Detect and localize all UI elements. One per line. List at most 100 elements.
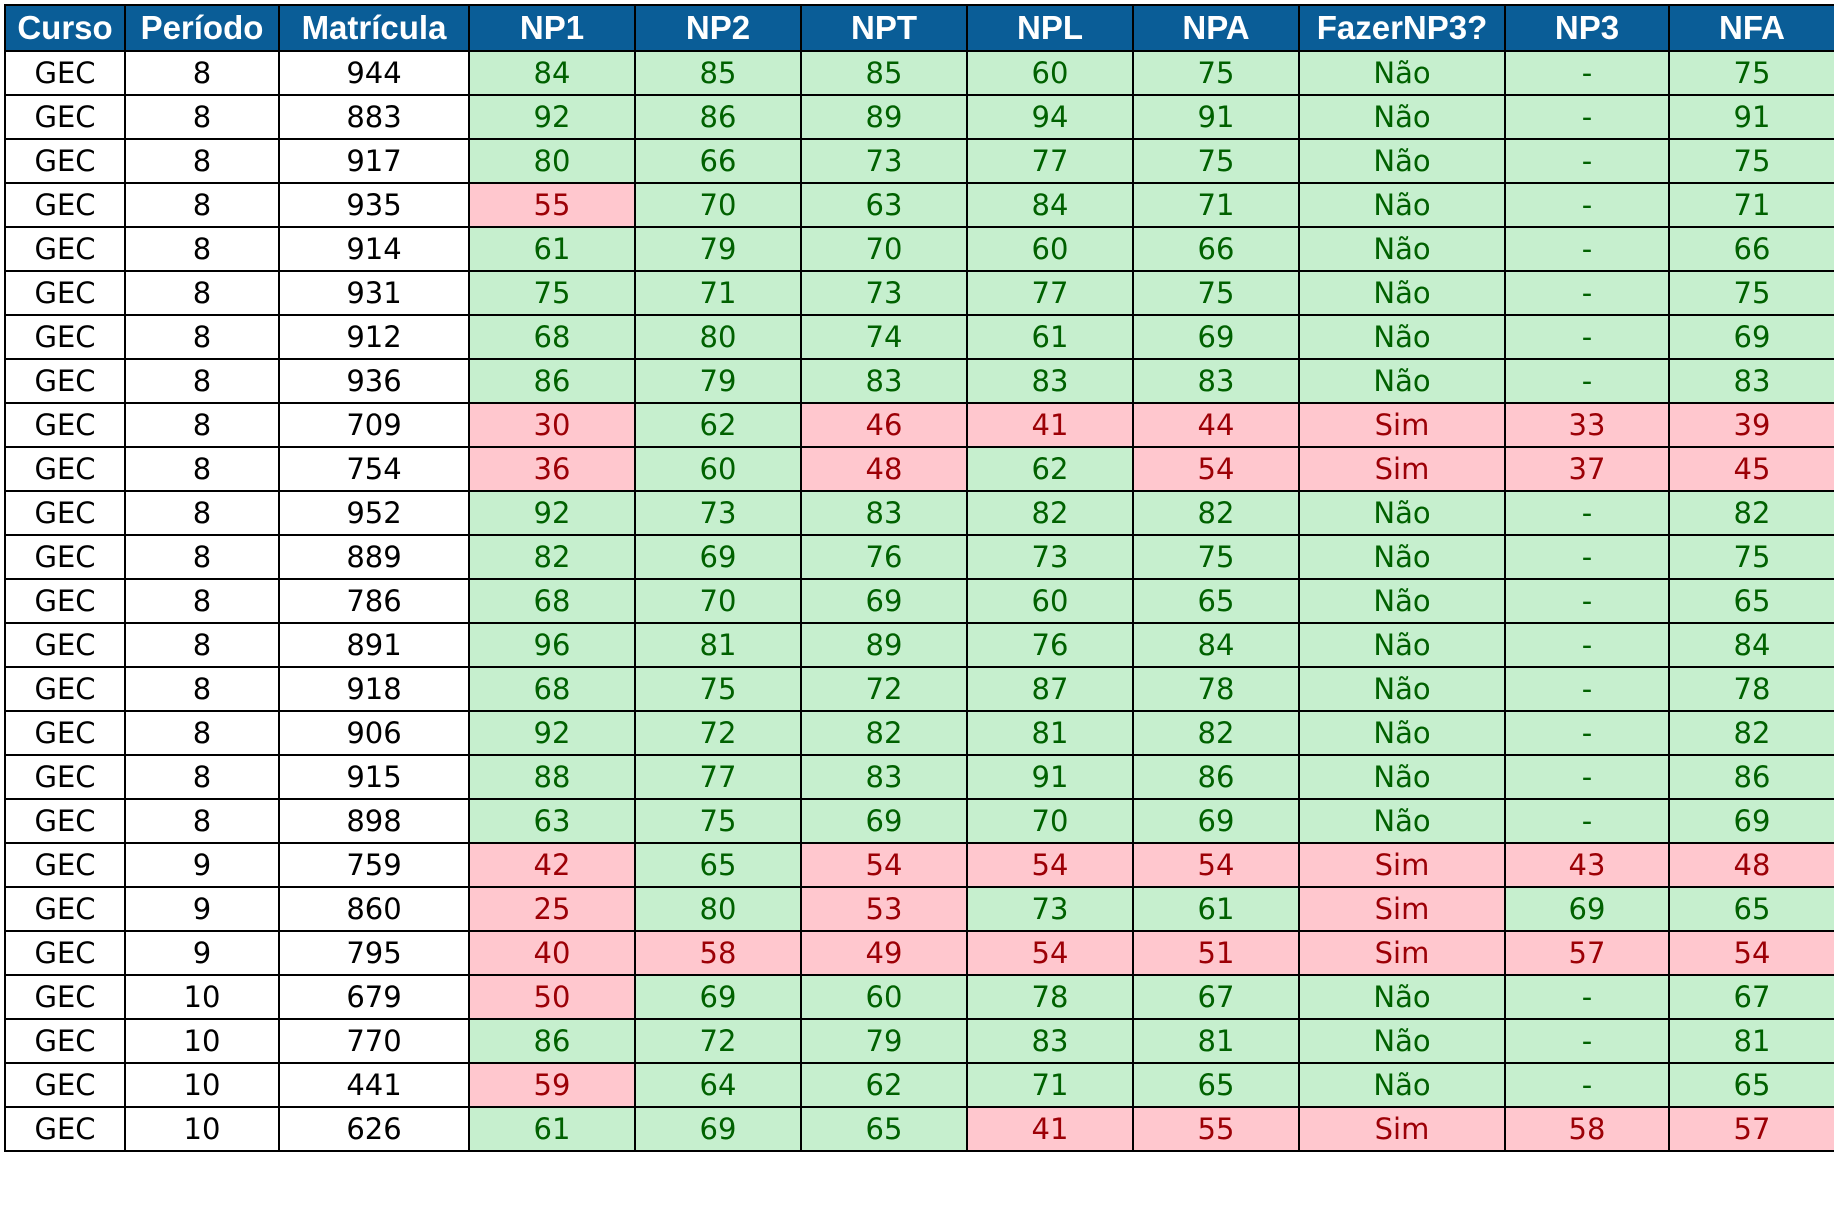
cell-matricula: 889	[278, 534, 470, 580]
cell-npa: 75	[1132, 138, 1300, 184]
cell-fazer-np3: Não	[1298, 314, 1506, 360]
cell-np3: 37	[1504, 446, 1670, 492]
cell-npa: 54	[1132, 842, 1300, 888]
cell-np2: 75	[634, 666, 802, 712]
cell-npa: 61	[1132, 886, 1300, 932]
cell-npl: 60	[966, 578, 1134, 624]
cell-matricula: 931	[278, 270, 470, 316]
cell-npa: 82	[1132, 490, 1300, 536]
cell-nfa: 45	[1668, 446, 1834, 492]
table-row: GEC 10 626 61 69 65 41 55 Sim 58 57	[4, 1106, 1834, 1152]
cell-np2: 66	[634, 138, 802, 184]
cell-npl: 41	[966, 402, 1134, 448]
cell-curso: GEC	[4, 886, 126, 932]
cell-npt: 53	[800, 886, 968, 932]
cell-np3: -	[1504, 578, 1670, 624]
cell-periodo: 8	[124, 50, 280, 96]
table-row: GEC 9 860 25 80 53 73 61 Sim 69 65	[4, 886, 1834, 932]
cell-npt: 62	[800, 1062, 968, 1108]
cell-periodo: 8	[124, 798, 280, 844]
cell-npt: 89	[800, 622, 968, 668]
cell-fazer-np3: Não	[1298, 138, 1506, 184]
cell-periodo: 8	[124, 446, 280, 492]
cell-np1: 84	[468, 50, 636, 96]
header-np2: NP2	[634, 4, 802, 52]
cell-matricula: 626	[278, 1106, 470, 1152]
cell-np1: 68	[468, 578, 636, 624]
cell-curso: GEC	[4, 710, 126, 756]
cell-fazer-np3: Não	[1298, 622, 1506, 668]
cell-npt: 83	[800, 358, 968, 404]
cell-nfa: 65	[1668, 1062, 1834, 1108]
cell-matricula: 754	[278, 446, 470, 492]
cell-npt: 69	[800, 798, 968, 844]
cell-np1: 86	[468, 1018, 636, 1064]
table-row: GEC 8 898 63 75 69 70 69 Não -69	[4, 798, 1834, 844]
cell-matricula: 441	[278, 1062, 470, 1108]
cell-fazer-np3: Sim	[1298, 842, 1506, 888]
cell-npl: 60	[966, 226, 1134, 272]
header-row: Curso Período Matrícula NP1 NP2 NPT NPL …	[4, 4, 1834, 52]
cell-np3: -	[1504, 94, 1670, 140]
cell-npl: 91	[966, 754, 1134, 800]
header-matricula: Matrícula	[278, 4, 470, 52]
cell-npt: 54	[800, 842, 968, 888]
cell-npt: 83	[800, 754, 968, 800]
cell-curso: GEC	[4, 94, 126, 140]
cell-curso: GEC	[4, 754, 126, 800]
cell-npt: 85	[800, 50, 968, 96]
cell-np2: 65	[634, 842, 802, 888]
cell-np3: 69	[1504, 886, 1670, 932]
cell-npa: 78	[1132, 666, 1300, 712]
cell-fazer-np3: Não	[1298, 358, 1506, 404]
cell-npt: 73	[800, 270, 968, 316]
cell-fazer-np3: Não	[1298, 490, 1506, 536]
cell-npt: 83	[800, 490, 968, 536]
cell-npl: 62	[966, 446, 1134, 492]
cell-npa: 55	[1132, 1106, 1300, 1152]
grades-table: Curso Período Matrícula NP1 NP2 NPT NPL …	[4, 4, 1834, 1152]
cell-nfa: 67	[1668, 974, 1834, 1020]
cell-np2: 77	[634, 754, 802, 800]
cell-np1: 86	[468, 358, 636, 404]
cell-fazer-np3: Não	[1298, 1018, 1506, 1064]
cell-periodo: 8	[124, 754, 280, 800]
table-row: GEC 8 918 68 75 72 87 78 Não -78	[4, 666, 1834, 712]
cell-nfa: 82	[1668, 710, 1834, 756]
cell-npt: 65	[800, 1106, 968, 1152]
cell-npa: 71	[1132, 182, 1300, 228]
cell-np2: 79	[634, 226, 802, 272]
cell-periodo: 8	[124, 358, 280, 404]
cell-np2: 85	[634, 50, 802, 96]
table-row: GEC 10 441 59 64 62 71 65 Não -65	[4, 1062, 1834, 1108]
cell-curso: GEC	[4, 314, 126, 360]
cell-npl: 87	[966, 666, 1134, 712]
cell-matricula: 786	[278, 578, 470, 624]
table-row: GEC 8 754 36 60 48 62 54 Sim 37 45	[4, 446, 1834, 492]
cell-npl: 77	[966, 138, 1134, 184]
cell-np3: -	[1504, 974, 1670, 1020]
cell-curso: GEC	[4, 358, 126, 404]
table-row: GEC 8 889 82 69 76 73 75 Não -75	[4, 534, 1834, 580]
cell-npt: 73	[800, 138, 968, 184]
cell-npt: 60	[800, 974, 968, 1020]
table-row: GEC 8 883 92 86 89 94 91 Não -91	[4, 94, 1834, 140]
cell-matricula: 770	[278, 1018, 470, 1064]
cell-periodo: 8	[124, 138, 280, 184]
cell-np2: 80	[634, 314, 802, 360]
cell-fazer-np3: Sim	[1298, 446, 1506, 492]
cell-npl: 83	[966, 1018, 1134, 1064]
cell-np2: 70	[634, 182, 802, 228]
cell-nfa: 65	[1668, 886, 1834, 932]
cell-nfa: 69	[1668, 798, 1834, 844]
cell-curso: GEC	[4, 842, 126, 888]
table-row: GEC 10 679 50 69 60 78 67 Não -67	[4, 974, 1834, 1020]
cell-np3: -	[1504, 270, 1670, 316]
cell-curso: GEC	[4, 930, 126, 976]
cell-np2: 72	[634, 710, 802, 756]
cell-periodo: 8	[124, 402, 280, 448]
cell-matricula: 914	[278, 226, 470, 272]
cell-npt: 63	[800, 182, 968, 228]
cell-npa: 54	[1132, 446, 1300, 492]
cell-curso: GEC	[4, 226, 126, 272]
